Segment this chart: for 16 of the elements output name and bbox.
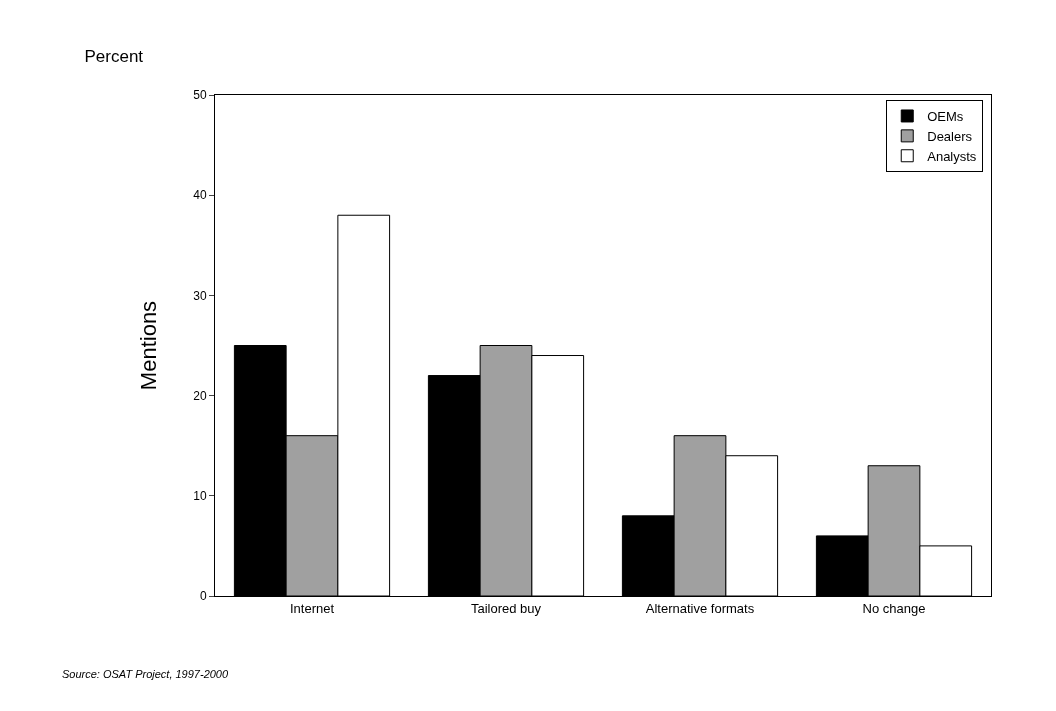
- x-tick-label: No change: [862, 600, 926, 616]
- y-tick-label: 10: [193, 489, 207, 503]
- source-note: Source: OSAT Project, 1997-2000: [62, 668, 229, 680]
- chart-title: Percent: [84, 46, 144, 66]
- y-tick-label: 40: [193, 188, 207, 203]
- y-tick-label: 30: [193, 288, 207, 303]
- x-tick-label: Internet: [289, 600, 335, 616]
- y-tick-label: 50: [193, 88, 207, 103]
- legend-label: OEMs: [927, 109, 964, 125]
- y-axis-title: Mentions: [136, 300, 162, 391]
- x-tick-label: Tailored buy: [470, 600, 542, 616]
- x-tick-label: Alternative formats: [645, 600, 755, 616]
- y-tick-label: 0: [199, 589, 207, 604]
- legend-label: Dealers: [927, 128, 973, 144]
- y-tick-label: 20: [193, 388, 207, 403]
- legend-label: Analysts: [927, 148, 977, 164]
